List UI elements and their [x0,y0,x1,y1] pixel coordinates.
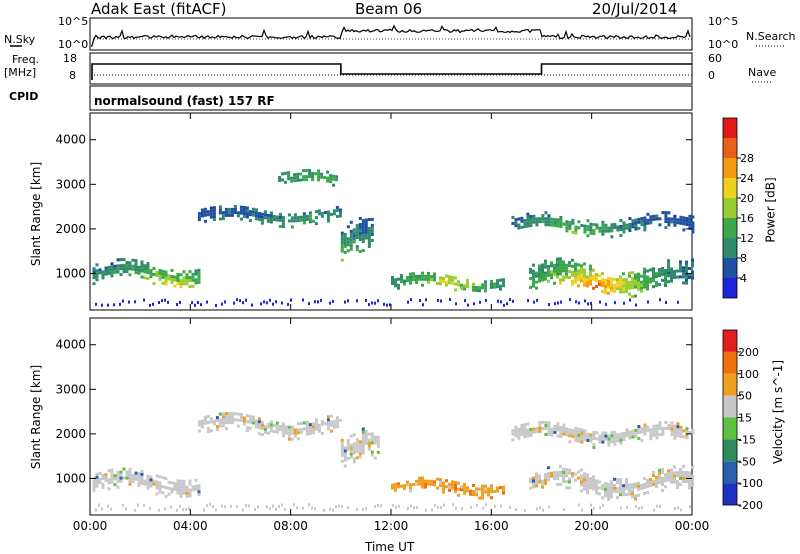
velocity-colorbar-label: 15 [738,412,752,425]
freq-unit: [MHz] [4,66,37,79]
freq-panel [89,52,693,85]
freq-label: Freq. [12,53,40,66]
power-colorbar-frame [722,117,738,299]
station-title: Adak East (fitACF) [91,0,227,18]
power-colorbar-swatch [723,158,737,178]
power-colorbar-label: 12 [740,232,754,245]
power-ytick-label: 2000 [55,222,86,236]
time-xtick-label: 12:00 [374,519,409,533]
power-echo-cells [92,169,695,307]
nave-tick-high: 60 [708,52,722,65]
power-colorbar-label: 16 [740,212,754,225]
nsearch-tick-low: 10^0 [708,38,739,51]
velocity-colorbar-label: -50 [738,455,756,468]
velocity-echo-cells [92,412,695,512]
power-colorbar-label: 4 [740,272,747,285]
velocity-colorbar-swatch [723,483,737,505]
nave-tick-low: 0 [708,69,715,82]
power-colorbar-swatch [723,218,737,238]
power-colorbar-swatch [723,118,737,138]
time-xtick-label: 00:00 [73,519,108,533]
nsky-tick-high: 10^5 [58,15,89,28]
nsky-panel [89,17,693,51]
time-xtick-label: 16:00 [474,519,509,533]
velocity-colorbar-label: 200 [738,346,759,359]
cpid-label: CPID [9,90,39,103]
power-colorbar-swatch [723,198,737,218]
velocity-colorbar-label: 50 [738,390,752,403]
power-ytick-label: 4000 [55,133,86,147]
velocity-colorbar-label: 100 [738,368,759,381]
nsky-trace [91,24,691,47]
power-colorbar-swatch [723,278,737,298]
power-colorbar-swatch [723,138,737,158]
nsearch-label: N.Search [746,30,796,43]
time-xtick-label: 04:00 [173,519,208,533]
nsearch-tick-high: 10^5 [708,15,739,28]
power-colorbar-label: 24 [740,172,754,185]
velocity-colorbar-label: -100 [738,477,763,490]
velocity-colorbar-label: -15 [738,433,756,446]
velocity-colorbar-swatch [723,461,737,484]
velocity-colorbar-swatch [723,330,737,352]
velocity-ytick-label: 4000 [55,338,86,352]
velocity-colorbar-swatch [723,439,737,462]
time-xtick-label: 00:00 [675,519,710,533]
power-colorbar-swatch [723,178,737,198]
date-label: 20/Jul/2014 [592,0,678,18]
power-colorbar-label: 20 [740,192,754,205]
time-xlabel: Time UT [365,540,415,554]
velocity-colorbar-swatch [723,351,737,374]
velocity-colorbar-swatch [723,417,737,440]
nsky-label: N.Sky [4,33,36,46]
cpid-value: normalsound (fast) 157 RF [94,94,275,108]
velocity-ytick-label: 3000 [55,382,86,396]
power-ytick-label: 3000 [55,177,86,191]
time-xtick-label: 20:00 [574,519,609,533]
cpid-panel [89,85,693,111]
velocity-colorbar-swatch [723,395,737,418]
freq-tick-low: 8 [69,69,76,82]
nsky-tick-low: 10^0 [58,38,89,51]
freq-trace [91,63,692,80]
velocity-ytick-label: 1000 [55,471,86,485]
nave-label: Nave [748,66,777,79]
velocity-ytick-label: 2000 [55,427,86,441]
power-ytick-label: 1000 [55,266,86,280]
power-colorbar-swatch [723,238,737,258]
beam-label: Beam 06 [355,0,423,18]
freq-tick-high: 18 [63,52,77,65]
velocity-colorbar-label: -200 [738,499,763,512]
power-colorbar-swatch [723,258,737,278]
velocity-colorbar-swatch [723,373,737,396]
power-colorbar-label: 8 [740,252,747,265]
power-colorbar-label: 28 [740,152,754,165]
time-xtick-label: 08:00 [273,519,308,533]
